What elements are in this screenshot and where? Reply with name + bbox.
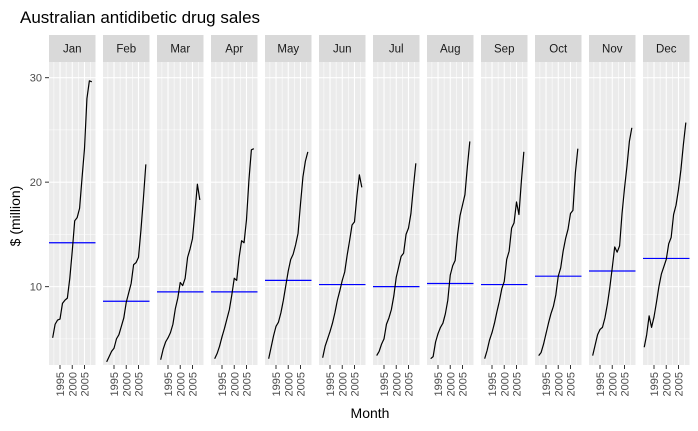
x-tick-label: 1995 <box>55 372 67 396</box>
series-line <box>214 148 255 359</box>
x-tick-label: 2000 <box>661 372 673 396</box>
x-tick-label: 2005 <box>673 372 685 396</box>
facet-panel-sep: Sep 1995 2000 2005 <box>481 35 528 396</box>
facet-strip <box>319 35 366 62</box>
y-tick-label: 20 <box>30 177 42 189</box>
x-axis-title: Month <box>351 405 390 421</box>
x-tick-label: 2000 <box>175 372 187 396</box>
facet-strip-label: Dec <box>656 44 677 56</box>
x-tick-label: 2005 <box>79 372 91 396</box>
facet-strip-label: Oct <box>549 44 568 56</box>
facet-strip-label: Aug <box>440 44 460 56</box>
x-tick-label: 2005 <box>349 372 361 396</box>
series-line <box>643 122 687 348</box>
facet-strip-label: Sep <box>494 44 514 56</box>
x-tick-label: 2005 <box>619 372 631 396</box>
series-line <box>52 80 93 338</box>
facet-strip <box>103 35 150 62</box>
x-tick-label: 2000 <box>607 372 619 396</box>
x-tick-label: 2000 <box>391 372 403 396</box>
x-tick-label: 1995 <box>163 372 175 396</box>
x-tick-label: 2005 <box>457 372 469 396</box>
x-tick-label: 1995 <box>649 372 661 396</box>
facet-strip-label: May <box>277 44 299 56</box>
facet-strip <box>643 35 690 62</box>
x-tick-label: 1995 <box>541 372 553 396</box>
facet-strip-label: Feb <box>116 44 136 56</box>
chart-title: Australian antidibetic drug sales <box>20 8 260 27</box>
x-tick-label: 2005 <box>133 372 145 396</box>
facet-panel-may: May 1995 2000 2005 <box>265 35 312 396</box>
facet-panel-aug: Aug 1995 2000 2005 <box>427 35 474 396</box>
facet-panel-jan: Jan 1995 2000 2005 <box>49 35 96 396</box>
x-tick-label: 2005 <box>403 372 415 396</box>
x-tick-label: 1995 <box>217 372 229 396</box>
facet-strip <box>481 35 528 62</box>
x-tick-label: 2000 <box>553 372 565 396</box>
x-tick-label: 1995 <box>433 372 445 396</box>
x-tick-label: 1995 <box>325 372 337 396</box>
facet-strip-label: Nov <box>602 44 623 56</box>
y-axis: 10 20 30 <box>30 73 49 294</box>
facet-strip-label: Apr <box>225 44 243 56</box>
x-tick-label: 2000 <box>67 372 79 396</box>
series-line <box>484 151 525 359</box>
facet-strip <box>49 35 96 62</box>
facet-panel-jul: Jul 1995 2000 2005 <box>373 35 420 396</box>
facet-strip <box>589 35 636 62</box>
series-line <box>160 183 201 360</box>
facet-strip-label: Mar <box>170 44 190 56</box>
y-tick-label: 10 <box>30 282 42 294</box>
y-axis-title: $ (million) <box>7 186 23 247</box>
facet-panel-feb: Feb 1995 2000 2005 <box>103 35 150 396</box>
x-tick-label: 2005 <box>187 372 199 396</box>
series-line <box>322 174 363 358</box>
x-tick-label: 2000 <box>229 372 241 396</box>
x-tick-label: 2005 <box>295 372 307 396</box>
facet-panel-nov: Nov 1995 2000 2005 <box>589 35 636 396</box>
x-tick-label: 2000 <box>283 372 295 396</box>
facet-strip <box>211 35 258 62</box>
x-tick-label: 1995 <box>109 372 121 396</box>
x-tick-label: 1995 <box>271 372 283 396</box>
x-tick-label: 2000 <box>121 372 133 396</box>
x-tick-label: 2005 <box>241 372 253 396</box>
facet-strip <box>427 35 474 62</box>
x-tick-label: 1995 <box>595 372 607 396</box>
facet-panel-oct: Oct 1995 2000 2005 <box>535 35 582 396</box>
facet-strip <box>157 35 204 62</box>
facet-strip-label: Jul <box>389 44 404 56</box>
series-line <box>430 141 471 360</box>
x-tick-label: 1995 <box>379 372 391 396</box>
y-tick-label: 30 <box>30 73 42 85</box>
x-tick-label: 2005 <box>511 372 523 396</box>
facet-strip <box>265 35 312 62</box>
x-tick-label: 2000 <box>499 372 511 396</box>
x-tick-label: 1995 <box>487 372 499 396</box>
x-tick-label: 2005 <box>565 372 577 396</box>
facet-strip-label: Jun <box>333 44 352 56</box>
series-line <box>592 127 633 356</box>
facet-strip <box>373 35 420 62</box>
facet-strip <box>535 35 582 62</box>
facet-panel-mar: Mar 1995 2000 2005 <box>157 35 204 396</box>
series-line <box>376 163 417 356</box>
facet-panel-dec: Dec 1995 2000 2005 <box>643 35 690 396</box>
facet-strip-label: Jan <box>63 44 82 56</box>
series-line <box>106 164 147 363</box>
facet-panel-jun: Jun 1995 2000 2005 <box>319 35 366 396</box>
x-tick-label: 2000 <box>337 372 349 396</box>
x-tick-label: 2000 <box>445 372 457 396</box>
series-line <box>538 148 579 356</box>
facet-panel-apr: Apr 1995 2000 2005 <box>211 35 258 396</box>
series-line <box>268 151 309 359</box>
